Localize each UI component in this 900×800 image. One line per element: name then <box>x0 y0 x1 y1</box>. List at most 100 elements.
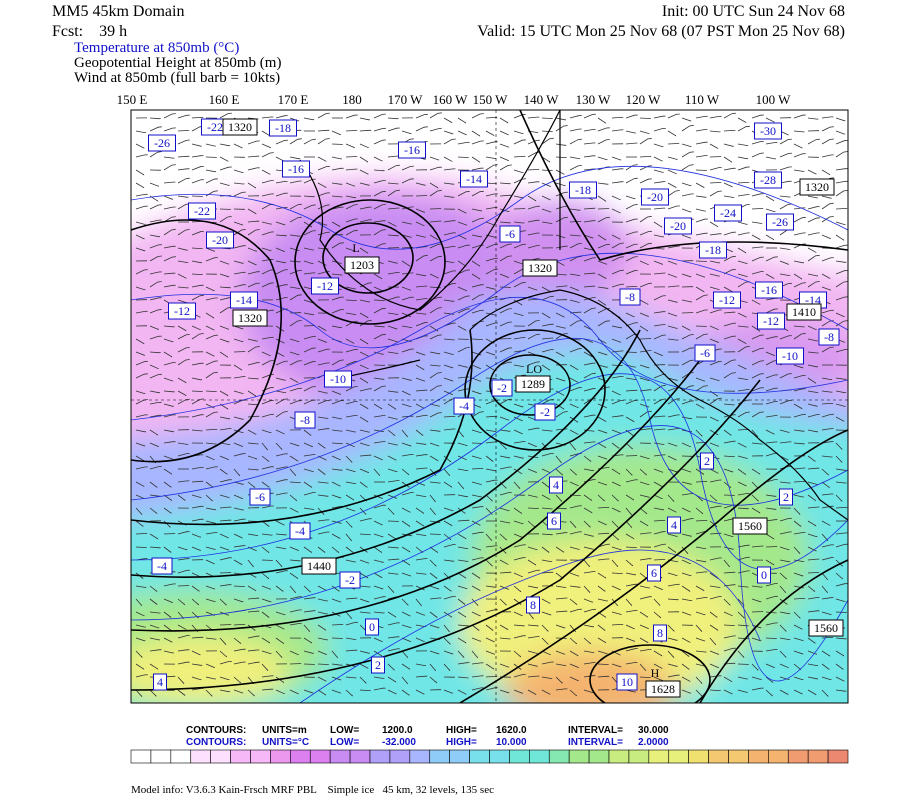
longitude-label: 150 E <box>117 92 148 107</box>
temperature-label-box <box>324 370 352 388</box>
height-label-box <box>808 619 844 637</box>
temperature-label: -4 <box>157 559 167 573</box>
temperature-label-box <box>365 618 379 636</box>
temperature-label-box <box>526 596 540 614</box>
temperature-label: 6 <box>551 514 557 528</box>
forecast-hour: Fcst: 39 h <box>52 23 127 40</box>
height-label: 1320 <box>528 261 552 275</box>
height-label-box <box>344 256 380 274</box>
longitude-labels: 150 E 160 E 170 E 180 170 W 160 W 150 W 140 W 13… <box>117 92 791 107</box>
field-temperature: Temperature at 850mb (°C) <box>74 40 239 56</box>
temperature-label-box <box>311 277 339 295</box>
temperature-label: -10 <box>330 372 346 386</box>
legend-entry: INTERVAL= <box>568 725 623 736</box>
longitude-label: 130 W <box>576 92 612 107</box>
color-bar-cell <box>369 749 391 764</box>
temperature-label: -8 <box>824 330 834 344</box>
temperature-label: -6 <box>255 490 265 504</box>
color-bar-cell <box>449 749 470 764</box>
height-label-box <box>232 309 268 327</box>
temperature-label-box <box>339 571 361 589</box>
temperature-label: -12 <box>719 293 735 307</box>
height-label-box <box>799 178 835 196</box>
temperature-label: -24 <box>720 206 736 220</box>
temperature-label-box <box>282 160 310 178</box>
color-bar-cell <box>568 749 590 764</box>
legend-entry: 1620.0 <box>496 725 527 736</box>
legend-entry: HIGH= <box>446 725 477 736</box>
color-bar-cell <box>150 749 172 764</box>
field-wind: Wind at 850mb (full barb = 10kts) <box>74 70 280 86</box>
color-bar-cell <box>349 749 371 764</box>
temperature-label-box <box>460 170 488 188</box>
temperature-label: -16 <box>404 143 420 157</box>
temperature-label: 4 <box>671 518 677 532</box>
legend-entry: 10.000 <box>496 737 527 748</box>
temperature-label-box <box>547 512 561 530</box>
temperature-label: -12 <box>763 314 779 328</box>
height-label-box <box>645 680 681 698</box>
color-bar-cell <box>807 749 829 764</box>
temperature-label: 8 <box>530 598 536 612</box>
temperature-label: -18 <box>275 121 291 135</box>
temperature-label-box <box>499 225 521 243</box>
legend-entry: 1200.0 <box>382 725 413 736</box>
longitude-label: 170 W <box>388 92 424 107</box>
temperature-label-box <box>151 557 173 575</box>
temperature-label: -14 <box>236 293 252 307</box>
color-bar-cell <box>270 749 291 764</box>
temperature-label-box <box>491 379 513 397</box>
temperature-label-box <box>230 291 258 309</box>
temperature-label: 0 <box>761 568 767 582</box>
temperature-label-box <box>776 347 804 365</box>
temperature-label-box <box>779 488 793 506</box>
longitude-label: 180 <box>342 92 362 107</box>
temperature-label-box <box>453 397 475 415</box>
temperature-label: -18 <box>705 243 721 257</box>
color-bar-cell <box>768 749 789 764</box>
temperature-label-box <box>289 522 311 540</box>
temperature-label: 2 <box>783 490 789 504</box>
temperature-label: 2 <box>704 454 710 468</box>
temperature-label: -20 <box>212 233 228 247</box>
temperature-label: -2 <box>540 405 550 419</box>
height-label: 1628 <box>651 682 675 696</box>
temperature-label-box <box>168 302 196 320</box>
temperature-label: -20 <box>670 219 686 233</box>
temperature-label-box <box>619 288 641 306</box>
temperature-label: 8 <box>657 626 663 640</box>
temperature-label: -22 <box>194 204 210 218</box>
color-bar-cell <box>409 749 431 764</box>
height-label: 1560 <box>738 519 762 533</box>
height-label: 1440 <box>307 559 331 573</box>
color-bar-cell <box>210 749 231 764</box>
height-label: 1560 <box>814 621 838 635</box>
color-bar-cell <box>130 749 152 764</box>
color-bar-cell <box>588 749 610 764</box>
color-bar-cell <box>469 749 490 764</box>
legend-entry: UNITS=°C <box>262 737 309 748</box>
temperature-label-box <box>641 188 669 206</box>
longitude-label: 100 W <box>756 92 792 107</box>
height-label-box <box>786 303 822 321</box>
temperature-label-box <box>699 241 727 259</box>
color-bar-cell <box>827 749 849 764</box>
init-time: Init: 00 UTC Sun 24 Nov 68 <box>662 3 845 20</box>
legend-entry: LOW= <box>330 725 359 736</box>
temperature-label-box <box>398 141 426 159</box>
temperature-label-box <box>757 566 771 584</box>
color-bar-cell <box>708 749 729 764</box>
longitude-label: 170 E <box>278 92 309 107</box>
temperature-label-box <box>153 673 167 691</box>
temperature-label-box <box>766 213 794 231</box>
pressure-center-label: H <box>651 666 660 680</box>
temperature-label: -16 <box>288 162 304 176</box>
temperature-label: -8 <box>625 290 635 304</box>
temperature-label-box <box>371 656 385 674</box>
legend: CONTOURS: UNITS=m LOW= 1200.0 HIGH= 1620.0 INT… <box>186 725 669 748</box>
temperature-label-box <box>757 312 785 330</box>
field-height: Geopotential Height at 850mb (m) <box>74 55 281 71</box>
temperature-label: 4 <box>157 675 163 689</box>
color-bar-cell <box>429 749 450 764</box>
temperature-label-box <box>818 328 840 346</box>
